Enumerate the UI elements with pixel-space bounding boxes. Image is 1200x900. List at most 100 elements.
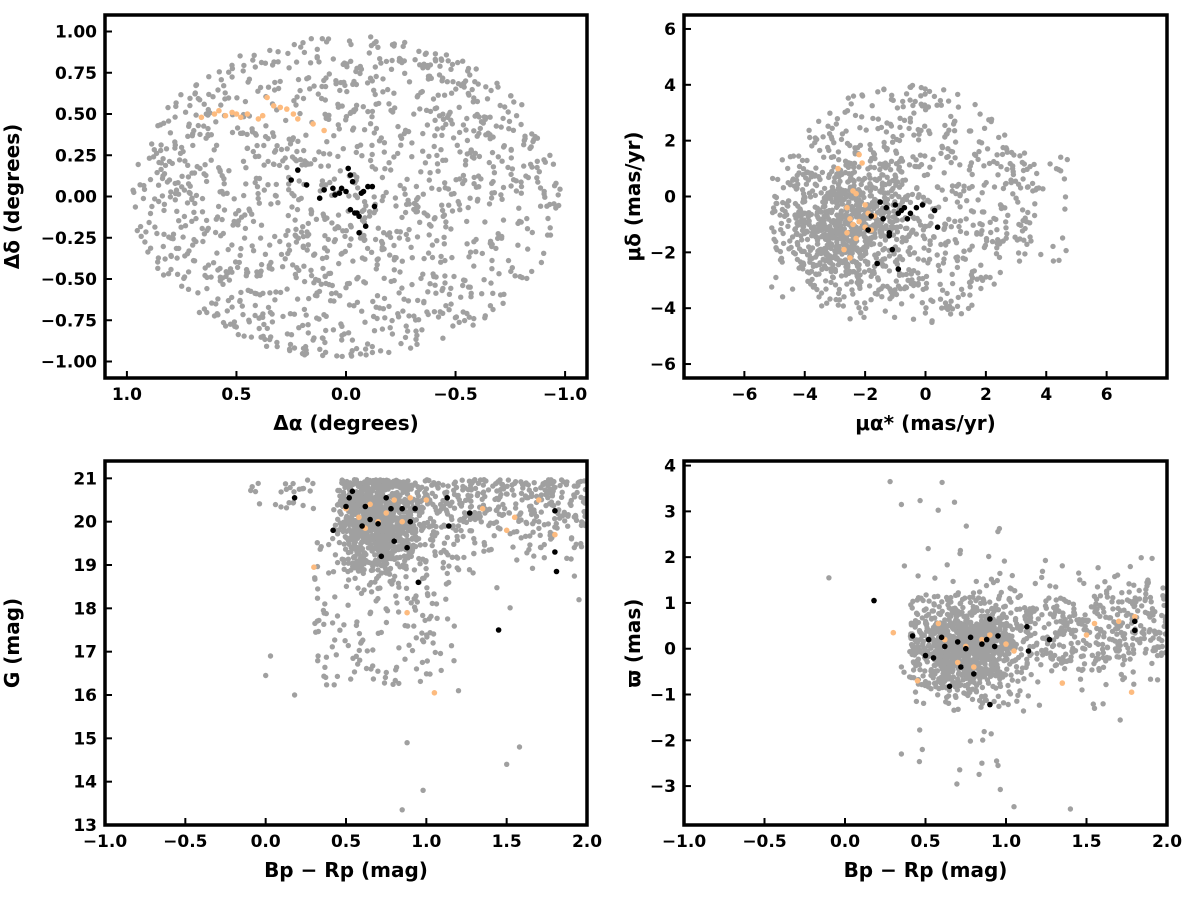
field-star-point xyxy=(346,302,353,308)
field-star-point xyxy=(1032,201,1038,207)
field-star-point xyxy=(353,653,359,659)
field-star-point xyxy=(824,224,830,231)
field-star-point xyxy=(848,245,855,251)
field-star-point xyxy=(286,187,292,193)
field-star-point xyxy=(1125,623,1131,629)
field-star-point xyxy=(432,282,438,288)
field-star-point xyxy=(883,223,889,229)
field-star-point xyxy=(831,179,837,185)
field-star-point xyxy=(997,269,1003,276)
field-star-point xyxy=(315,277,322,284)
field-star-point xyxy=(263,672,269,679)
field-star-point xyxy=(471,95,477,101)
field-star-point xyxy=(535,179,541,185)
field-star-point xyxy=(862,175,868,182)
field-star-point xyxy=(206,74,212,80)
field-star-point xyxy=(936,268,943,274)
field-star-point xyxy=(937,281,943,287)
field-star-point xyxy=(412,543,419,550)
field-star-point xyxy=(395,150,401,157)
y-tick-label: −4 xyxy=(650,299,676,319)
field-star-point xyxy=(899,181,905,188)
field-star-point xyxy=(391,90,397,96)
field-star-point xyxy=(474,98,481,105)
field-star-point xyxy=(182,158,188,164)
field-star-point xyxy=(842,158,849,164)
field-star-point xyxy=(778,227,784,233)
field-star-point xyxy=(348,676,354,682)
field-star-point xyxy=(142,239,148,245)
field-star-point xyxy=(878,124,885,131)
field-star-point xyxy=(374,293,381,299)
field-star-point xyxy=(890,97,896,104)
field-star-point xyxy=(433,105,440,111)
field-star-point xyxy=(185,286,192,292)
field-star-point xyxy=(846,270,852,276)
field-star-point xyxy=(357,70,363,77)
field-star-point xyxy=(405,128,412,135)
field-star-point xyxy=(405,298,412,304)
field-star-point xyxy=(881,139,887,146)
field-star-point xyxy=(206,91,212,98)
field-star-point xyxy=(810,284,816,290)
field-star-point xyxy=(221,83,227,89)
field-star-point xyxy=(1050,243,1056,250)
field-star-point xyxy=(243,165,249,171)
field-star-point xyxy=(231,319,238,325)
field-star-point xyxy=(1024,241,1030,247)
field-star-point xyxy=(519,102,525,108)
field-star-point xyxy=(498,124,504,130)
field-star-point xyxy=(187,190,193,196)
field-star-point xyxy=(831,140,837,146)
field-star-point xyxy=(374,315,380,322)
field-star-point xyxy=(369,114,375,120)
field-star-point xyxy=(430,631,437,637)
field-star-point xyxy=(957,193,963,199)
x-tick-label: 0.5 xyxy=(221,385,251,405)
field-star-point xyxy=(425,213,431,219)
field-star-point xyxy=(329,644,335,650)
field-star-point xyxy=(508,155,514,161)
stream-star-point xyxy=(284,106,290,112)
field-star-point xyxy=(545,495,551,501)
field-star-point xyxy=(541,250,547,256)
field-star-point xyxy=(310,505,317,512)
field-star-point xyxy=(154,230,160,237)
plot-area xyxy=(769,82,1071,325)
field-star-point xyxy=(431,591,437,597)
field-star-point xyxy=(920,233,926,239)
field-star-point xyxy=(513,188,520,194)
field-star-point xyxy=(175,180,181,186)
field-star-point xyxy=(958,286,965,292)
field-star-point xyxy=(420,191,426,197)
field-star-point xyxy=(1106,623,1112,630)
field-star-point xyxy=(365,108,371,115)
field-star-point xyxy=(945,153,951,160)
stream-star-point xyxy=(511,514,518,521)
field-star-point xyxy=(935,507,941,513)
field-star-point xyxy=(957,162,963,168)
field-star-point xyxy=(193,112,199,118)
field-star-point xyxy=(215,312,221,318)
field-star-point xyxy=(448,285,454,291)
field-star-point xyxy=(531,510,538,516)
field-star-point xyxy=(503,491,510,497)
field-star-point xyxy=(858,279,864,285)
field-star-point xyxy=(262,336,268,343)
field-star-point xyxy=(836,186,842,192)
field-star-point xyxy=(301,278,308,285)
field-star-point xyxy=(178,92,184,98)
field-star-point xyxy=(1040,186,1046,192)
stream-star-point xyxy=(310,121,316,127)
field-star-point xyxy=(424,519,431,526)
field-star-point xyxy=(879,180,886,186)
field-star-point xyxy=(404,176,410,182)
field-star-point xyxy=(267,290,273,296)
field-star-point xyxy=(278,504,284,510)
field-star-point xyxy=(510,177,517,183)
field-star-point xyxy=(385,520,391,527)
field-star-point xyxy=(297,110,303,117)
field-star-point xyxy=(343,113,350,120)
field-star-point xyxy=(955,706,961,712)
field-star-point xyxy=(778,220,785,227)
